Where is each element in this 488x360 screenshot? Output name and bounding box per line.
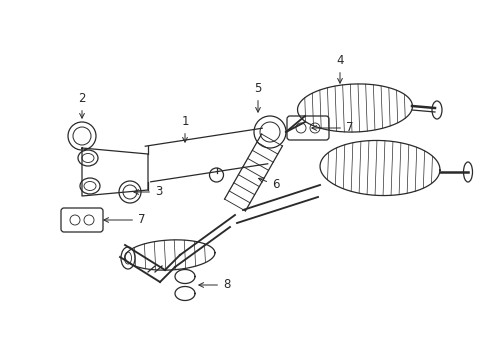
- Text: 6: 6: [258, 178, 279, 192]
- Text: 3: 3: [134, 185, 162, 198]
- Text: 8: 8: [199, 279, 230, 292]
- Text: 1: 1: [181, 115, 188, 142]
- Text: 7: 7: [103, 213, 145, 226]
- Text: 4: 4: [336, 54, 343, 83]
- Text: 5: 5: [254, 82, 261, 112]
- Text: 2: 2: [78, 92, 85, 118]
- Text: 7: 7: [311, 121, 353, 135]
